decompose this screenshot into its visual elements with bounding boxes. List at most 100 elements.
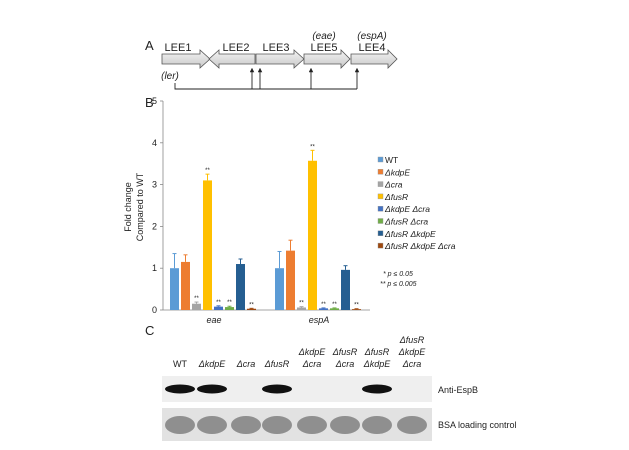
bar xyxy=(341,269,350,310)
bar xyxy=(286,250,295,310)
bar xyxy=(170,268,179,310)
lane-label: ΔkdpE xyxy=(363,359,392,369)
lane-label: ΔfusR xyxy=(332,347,358,357)
y-tick-label: 3 xyxy=(152,180,157,190)
legend-label: ΔfusR Δcra xyxy=(384,217,428,227)
bar xyxy=(330,308,339,310)
bar xyxy=(247,308,256,310)
legend-label: ΔkdpE xyxy=(384,167,410,177)
legend: WT ΔkdpE Δcra ΔfusR ΔkdpE Δcra ΔfusR Δcra Δfus… xyxy=(377,155,456,251)
legend-label: ΔfusR xyxy=(384,192,408,202)
bar xyxy=(236,264,245,310)
bar xyxy=(275,268,284,310)
lane-label: ΔkdpE xyxy=(198,359,227,369)
lane-label: Δcra xyxy=(402,359,422,369)
x-tick-label-espa: espA xyxy=(309,315,330,325)
significance-label: ** xyxy=(227,300,232,306)
lane-label: ΔfusR xyxy=(364,347,390,357)
lane-labels: WT ΔkdpE Δcra ΔfusR ΔkdpE Δcra ΔfusR Δcra ΔfusR Δ… xyxy=(173,335,426,369)
lane-label: ΔfusR xyxy=(399,335,425,345)
significance-label: ** xyxy=(332,302,337,308)
y-tick-label: 4 xyxy=(152,138,157,148)
lane-label: Δcra xyxy=(335,359,355,369)
bar xyxy=(297,307,306,310)
legend-swatch xyxy=(377,230,384,237)
bsa-band xyxy=(231,416,261,434)
lane-label: ΔfusR xyxy=(264,359,290,369)
gene-above-espa: (espA) xyxy=(357,31,386,42)
y-axis-label-line1: Fold change xyxy=(123,182,133,232)
legend-swatch xyxy=(377,242,384,249)
legend-swatch xyxy=(377,169,384,175)
bsa-band xyxy=(262,416,292,434)
row-label-bsa: BSA loading control xyxy=(438,420,517,430)
espb-band xyxy=(262,384,292,394)
bar xyxy=(203,180,212,310)
lane-label: ΔkdpE xyxy=(398,347,427,357)
gene-label-lee2: LEE2 xyxy=(223,42,250,54)
western-blot: WT ΔkdpE Δcra ΔfusR ΔkdpE Δcra ΔfusR Δcra ΔfusR Δ… xyxy=(162,335,517,441)
significance-label: ** xyxy=(321,302,326,308)
legend-label: ΔkdpE Δcra xyxy=(384,204,430,214)
gene-label-lee3: LEE3 xyxy=(263,42,290,54)
bsa-band xyxy=(330,416,360,434)
espb-band xyxy=(197,384,227,394)
espb-band xyxy=(165,384,195,394)
note-p0005: ** p ≤ 0.005 xyxy=(380,281,417,288)
legend-label: Δcra xyxy=(384,180,403,190)
significance-label: ** xyxy=(299,301,304,307)
gene-above-eae: (eae) xyxy=(312,31,335,42)
significance-label: ** xyxy=(354,303,359,309)
significance-label: ** xyxy=(205,168,210,174)
lane-label: ΔkdpE xyxy=(298,347,327,357)
bar xyxy=(319,308,328,310)
bands xyxy=(165,384,427,434)
x-tick-label-eae: eae xyxy=(206,315,221,325)
legend-swatch xyxy=(377,205,384,212)
bar xyxy=(308,160,317,310)
significance-label: ** xyxy=(249,302,254,308)
bar xyxy=(214,306,223,310)
panel-label-c: C xyxy=(145,323,154,338)
gene-arrow-lee3 xyxy=(255,49,305,69)
operon-diagram: LEE1 (ler) LEE2 LEE3 LEE5 (eae) LEE4 (es… xyxy=(161,31,398,90)
significance-label: ** xyxy=(216,300,221,306)
row-label-anti-espb: Anti-EspB xyxy=(438,385,478,395)
gene-label-lee5: LEE5 xyxy=(311,42,338,54)
significance-label: ** xyxy=(194,296,199,302)
bar xyxy=(181,261,190,310)
bars: ** ** ** ** ** ** ** ** ** ** xyxy=(170,144,361,310)
gene-arrow-lee1 xyxy=(161,49,211,69)
legend-label: ΔfusR ΔkdpE Δcra xyxy=(384,241,456,251)
gene-arrow-lee5 xyxy=(303,49,351,69)
gene-label-lee4: LEE4 xyxy=(359,42,386,54)
panel-label-a: A xyxy=(145,38,154,53)
bar xyxy=(225,307,234,310)
legend-swatch xyxy=(377,156,384,163)
legend-label: WT xyxy=(385,155,398,165)
legend-label: ΔfusR ΔkdpE xyxy=(384,229,436,239)
regulation-line xyxy=(174,83,357,90)
y-tick-label: 5 xyxy=(152,96,157,106)
bsa-band xyxy=(297,416,327,434)
bsa-band xyxy=(362,416,392,434)
bsa-band xyxy=(165,416,195,434)
gene-arrow-lee2 xyxy=(208,49,256,69)
note-p005: * p ≤ 0.05 xyxy=(383,271,413,278)
lane-label: Δcra xyxy=(302,359,322,369)
lane-label: WT xyxy=(173,359,187,369)
espb-band xyxy=(362,384,392,394)
gene-arrow-lee4 xyxy=(350,49,398,69)
lane-label: Δcra xyxy=(236,359,256,369)
legend-swatch xyxy=(377,193,384,200)
bar xyxy=(352,309,361,310)
panel-label-b: B xyxy=(145,95,154,110)
y-axis-label-line2: Compared to WT xyxy=(135,172,145,241)
bsa-band xyxy=(197,416,227,434)
bsa-band xyxy=(397,416,427,434)
y-tick-label: 2 xyxy=(152,221,157,231)
gene-sublabel-ler: (ler) xyxy=(161,71,179,82)
legend-swatch xyxy=(377,218,384,224)
